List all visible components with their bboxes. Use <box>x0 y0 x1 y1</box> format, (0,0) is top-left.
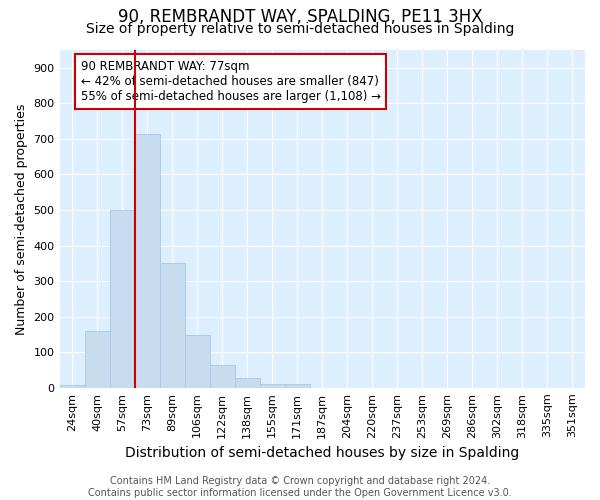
X-axis label: Distribution of semi-detached houses by size in Spalding: Distribution of semi-detached houses by … <box>125 446 520 460</box>
Bar <box>110 210 134 388</box>
Text: 90, REMBRANDT WAY, SPALDING, PE11 3HX: 90, REMBRANDT WAY, SPALDING, PE11 3HX <box>118 8 482 26</box>
Bar <box>260 384 285 388</box>
Bar <box>185 335 209 388</box>
Text: Contains HM Land Registry data © Crown copyright and database right 2024.
Contai: Contains HM Land Registry data © Crown c… <box>88 476 512 498</box>
Bar <box>85 331 110 388</box>
Bar <box>285 384 310 388</box>
Bar <box>160 264 185 388</box>
Bar <box>209 364 235 388</box>
Y-axis label: Number of semi-detached properties: Number of semi-detached properties <box>15 103 28 334</box>
Text: 90 REMBRANDT WAY: 77sqm
← 42% of semi-detached houses are smaller (847)
55% of s: 90 REMBRANDT WAY: 77sqm ← 42% of semi-de… <box>80 60 380 103</box>
Bar <box>235 378 260 388</box>
Bar <box>59 385 85 388</box>
Text: Size of property relative to semi-detached houses in Spalding: Size of property relative to semi-detach… <box>86 22 514 36</box>
Bar <box>134 134 160 388</box>
